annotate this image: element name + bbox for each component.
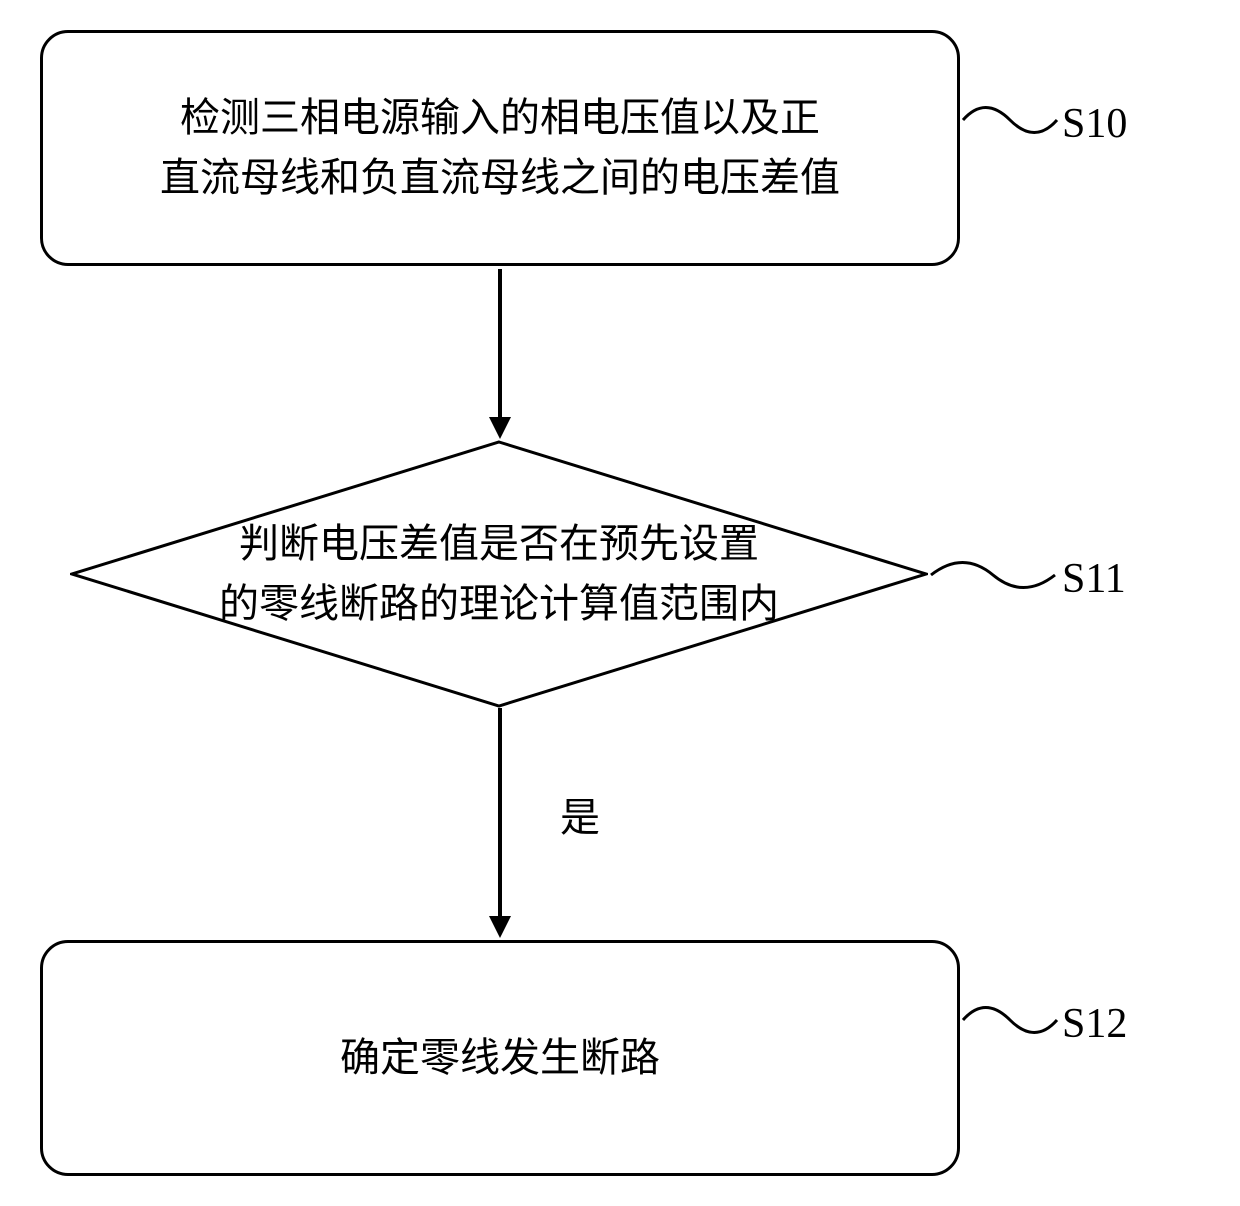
arrow-head-s11-s12 (489, 916, 511, 938)
flow-node-s12-text: 确定零线发生断路 (340, 1028, 660, 1088)
flow-node-s10-text: 检测三相电源输入的相电压值以及正 直流母线和负直流母线之间的电压差值 (160, 88, 840, 208)
arrow-s11-s12 (498, 708, 502, 918)
flow-node-s11: 判断电压差值是否在预先设置 的零线断路的理论计算值范围内 (70, 440, 928, 708)
callout-s12 (960, 990, 1060, 1050)
callout-s10 (960, 90, 1060, 150)
arrow-head-s10-s11 (489, 417, 511, 439)
label-s12: S12 (1062, 1000, 1127, 1048)
edge-label-yes: 是 (560, 785, 600, 843)
callout-s11 (928, 545, 1058, 605)
flow-node-s10: 检测三相电源输入的相电压值以及正 直流母线和负直流母线之间的电压差值 (40, 30, 960, 266)
label-s10: S10 (1062, 100, 1127, 148)
flowchart-container: 检测三相电源输入的相电压值以及正 直流母线和负直流母线之间的电压差值 S10 判… (0, 0, 1240, 1206)
flow-node-s12: 确定零线发生断路 (40, 940, 960, 1176)
label-s11: S11 (1062, 555, 1126, 603)
flow-node-s11-text: 判断电压差值是否在预先设置 的零线断路的理论计算值范围内 (70, 514, 928, 634)
arrow-s10-s11 (498, 269, 502, 419)
